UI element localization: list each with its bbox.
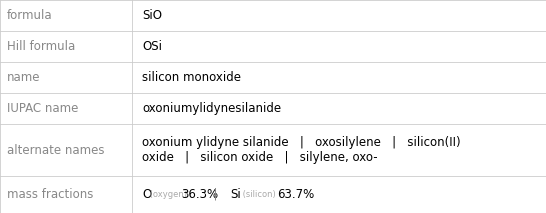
- Text: OSi: OSi: [142, 40, 162, 53]
- Text: alternate names: alternate names: [7, 144, 104, 157]
- Text: IUPAC name: IUPAC name: [7, 102, 78, 115]
- Text: oxoniumylidynesilanide: oxoniumylidynesilanide: [142, 102, 281, 115]
- Text: 63.7%: 63.7%: [277, 188, 314, 201]
- Text: (oxygen): (oxygen): [147, 190, 189, 199]
- Text: O: O: [142, 188, 151, 201]
- Text: SiO: SiO: [142, 9, 162, 22]
- Text: silicon monoxide: silicon monoxide: [142, 71, 241, 84]
- Text: oxonium ylidyne silanide   |   oxosilylene   |   silicon(II): oxonium ylidyne silanide | oxosilylene |…: [142, 136, 461, 149]
- Text: mass fractions: mass fractions: [7, 188, 93, 201]
- Text: |: |: [206, 188, 225, 201]
- Text: 36.3%: 36.3%: [181, 188, 218, 201]
- Text: Hill formula: Hill formula: [7, 40, 75, 53]
- Text: oxide   |   silicon oxide   |   silylene, oxo-: oxide | silicon oxide | silylene, oxo-: [142, 151, 378, 164]
- Text: Si: Si: [230, 188, 241, 201]
- Text: (silicon): (silicon): [240, 190, 278, 199]
- Text: name: name: [7, 71, 40, 84]
- Text: formula: formula: [7, 9, 52, 22]
